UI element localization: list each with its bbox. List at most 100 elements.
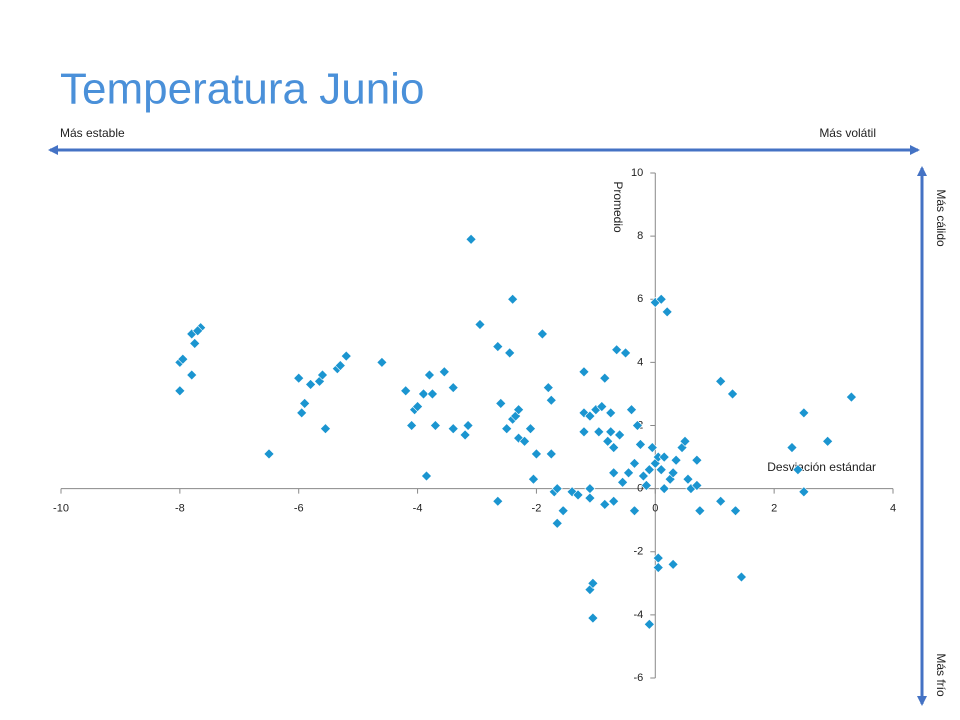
scatter-point: [611, 344, 623, 356]
scatter-point: [465, 233, 477, 245]
scatter-point: [593, 426, 605, 438]
x-tick-label: 4: [890, 503, 896, 515]
scatter-point: [608, 495, 620, 507]
scatter-point: [495, 397, 507, 409]
scatter-point: [652, 552, 664, 564]
scatter-point: [525, 423, 536, 435]
scatter-point: [599, 498, 611, 510]
scatter-point: [507, 293, 519, 305]
scatter-point: [545, 448, 557, 460]
scatter-point: [629, 457, 640, 469]
scatter-point: [643, 618, 655, 630]
scatter-point: [715, 375, 727, 387]
scatter-point: [531, 448, 542, 460]
scatter-point: [263, 448, 275, 460]
scatter-point: [317, 369, 328, 381]
scatter-point: [623, 467, 634, 479]
y-tick-label: 6: [637, 293, 643, 305]
scatter-point: [682, 473, 694, 485]
scatter-point: [694, 505, 706, 517]
scatter-point: [608, 442, 620, 454]
scatter-point: [715, 495, 727, 507]
y-tick-label: -6: [634, 672, 644, 684]
scatter-point: [670, 454, 682, 466]
scatter-point: [438, 366, 450, 378]
scatter-point: [462, 420, 474, 431]
scatter-point: [643, 464, 655, 476]
scatter-point: [424, 369, 435, 381]
scatter-point: [845, 391, 857, 403]
scatter-point: [637, 470, 649, 482]
scatter-point: [727, 388, 738, 400]
scatter-point: [536, 328, 548, 340]
scatter-point: [429, 420, 441, 431]
scatter-point: [305, 379, 317, 390]
scatter-point: [736, 571, 747, 583]
scatter-point: [629, 505, 640, 517]
scatter-point: [174, 385, 186, 397]
scatter-point: [620, 347, 631, 359]
scatter-point: [474, 319, 486, 330]
y-axis-title: Promedio: [611, 181, 625, 233]
scatter-point: [584, 492, 596, 504]
scatter-point: [587, 577, 599, 589]
scatter-point: [602, 435, 614, 447]
scatter-point: [667, 467, 679, 479]
scatter-point: [186, 369, 198, 381]
x-tick-label: -2: [532, 503, 542, 515]
scatter-point: [658, 451, 670, 463]
scatter-point: [655, 464, 667, 476]
scatter-point: [587, 612, 599, 624]
chart-title: Temperatura Junio: [60, 65, 424, 114]
scatter-point: [572, 489, 584, 501]
y-tick-label: 10: [631, 167, 643, 179]
x-tick-label: -8: [175, 503, 185, 515]
annotation: Más volátil: [819, 126, 876, 140]
scatter-point: [605, 407, 617, 419]
scatter-point: [320, 423, 331, 435]
scatter-point: [566, 486, 578, 498]
scatter-point: [504, 347, 516, 359]
scatter-point: [528, 473, 539, 485]
scatter-point: [492, 495, 504, 507]
scatter-point: [513, 404, 525, 416]
scatter-point: [578, 426, 590, 438]
scatter-point: [617, 476, 629, 488]
scatter-point: [296, 407, 308, 419]
scatter-point: [501, 423, 513, 435]
scatter-point: [447, 382, 459, 394]
scatter-point: [421, 470, 432, 482]
scatter-point: [679, 435, 691, 447]
scatter-point: [376, 356, 388, 368]
scatter-point: [635, 439, 646, 450]
scatter-point: [299, 397, 311, 409]
scatter-point: [792, 464, 804, 476]
y-tick-label: 0: [637, 483, 643, 495]
scatter-point: [626, 404, 637, 416]
scatter-point: [400, 385, 412, 397]
x-tick-label: 0: [652, 503, 658, 515]
scatter-point: [786, 442, 798, 454]
y-tick-label: 8: [637, 230, 643, 242]
scatter-point: [584, 410, 596, 422]
scatter-point: [418, 388, 429, 400]
x-tick-label: 2: [771, 503, 777, 515]
scatter-point: [667, 558, 679, 570]
scatter-point: [542, 382, 554, 394]
scatter-point: [177, 353, 189, 365]
scatter-point: [608, 467, 620, 479]
scatter-point: [599, 372, 611, 384]
scatter-point: [661, 306, 673, 318]
scatter-point: [614, 429, 626, 441]
scatter-point: [646, 442, 658, 454]
y-tick-label: -4: [634, 609, 644, 621]
scatter-point: [596, 401, 608, 412]
scatter-point: [412, 401, 423, 412]
scatter-point: [293, 372, 305, 384]
x-tick-label: -6: [294, 503, 304, 515]
scatter-point: [640, 480, 652, 491]
y-tick-label: -2: [634, 546, 644, 558]
scatter-point: [406, 420, 418, 431]
x-tick-label: -4: [413, 503, 423, 515]
